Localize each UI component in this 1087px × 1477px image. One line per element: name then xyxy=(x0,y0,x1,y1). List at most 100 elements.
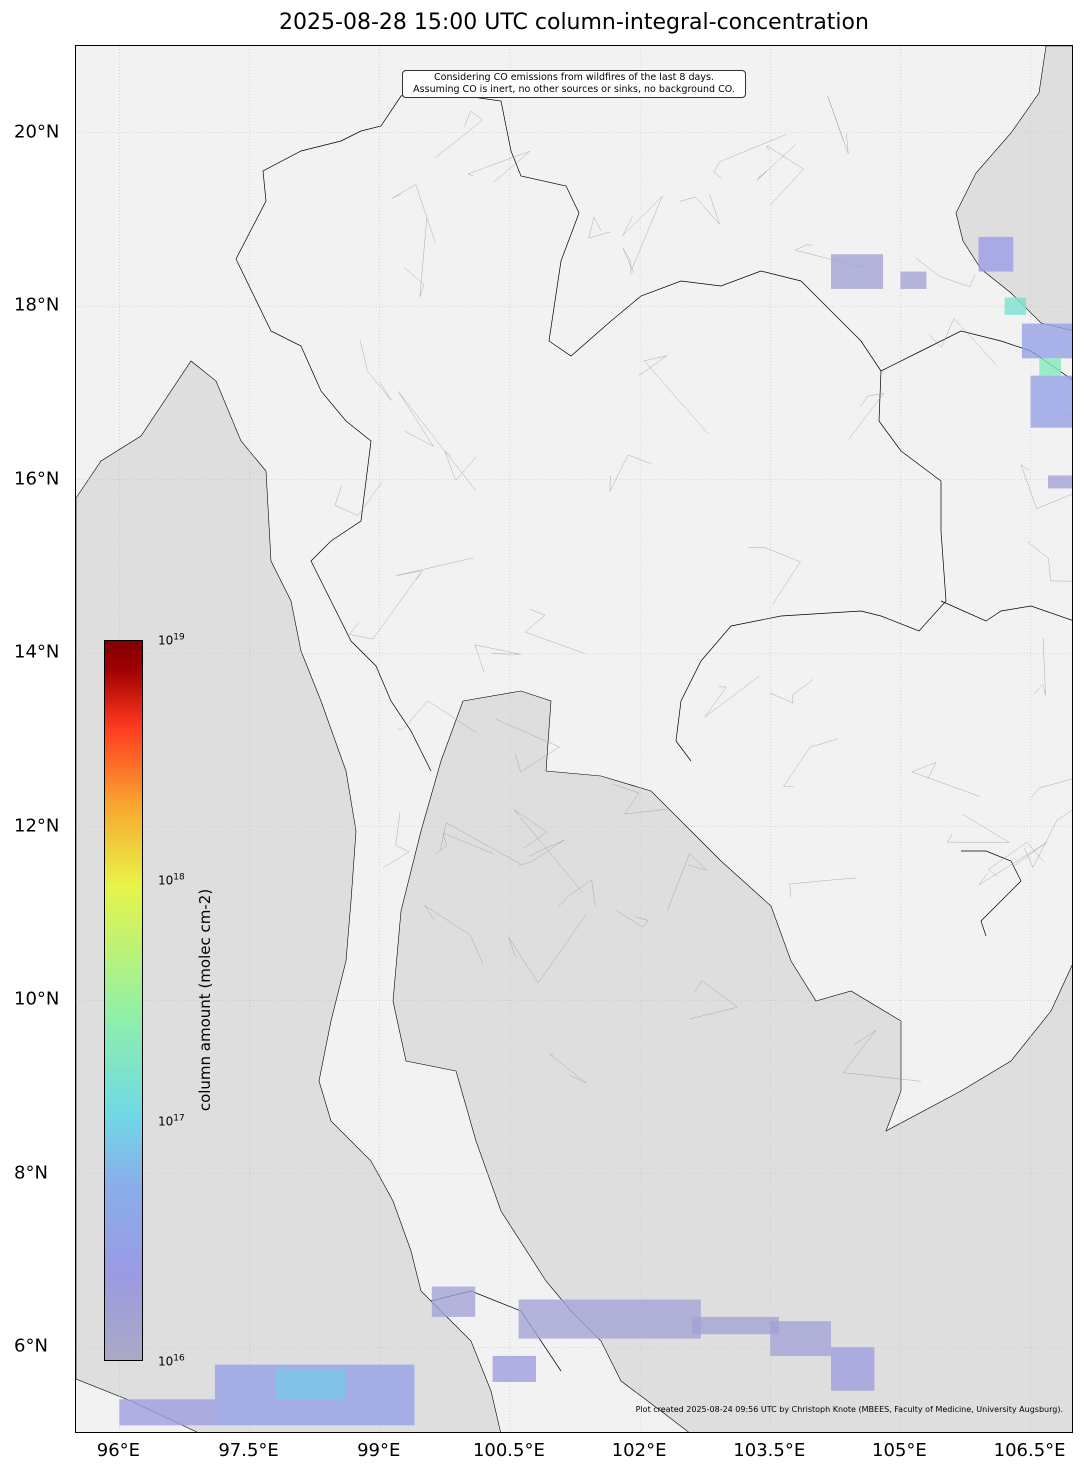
x-tick-label: 99°E xyxy=(357,1440,401,1461)
province-border xyxy=(588,216,611,239)
plot-credit: Plot created 2025-08-24 09:56 UTC by Chr… xyxy=(635,1405,1063,1414)
province-border xyxy=(848,392,885,440)
province-border xyxy=(1030,778,1072,799)
province-border xyxy=(334,481,383,516)
province-border xyxy=(615,910,649,928)
province-border xyxy=(979,842,1047,885)
plume-cell xyxy=(692,1316,779,1335)
colorbar-tick-label: 1017 xyxy=(158,1113,185,1129)
y-tick-label: 16°N xyxy=(14,468,60,490)
country-border xyxy=(961,850,1022,937)
sea-polygon xyxy=(392,690,1072,1432)
province-border xyxy=(513,809,583,893)
province-border xyxy=(667,853,707,911)
province-border xyxy=(756,144,796,181)
province-border xyxy=(397,700,477,733)
y-tick-label: 12°N xyxy=(14,815,60,837)
plume-cell xyxy=(831,1347,875,1391)
province-border xyxy=(398,391,477,491)
province-border xyxy=(789,877,857,897)
province-border xyxy=(915,257,976,287)
province-border xyxy=(508,913,587,984)
province-border xyxy=(843,1030,921,1082)
borders xyxy=(235,90,1072,1372)
province-border xyxy=(424,905,484,964)
map-title: 2025-08-28 15:00 UTC column-integral-con… xyxy=(279,10,869,35)
plume-cell xyxy=(1047,475,1072,489)
province-border xyxy=(769,679,814,704)
country-border xyxy=(235,258,432,772)
plume-cell xyxy=(492,1355,536,1382)
province-border xyxy=(440,822,522,865)
province-border xyxy=(396,557,474,580)
plume-cell xyxy=(1004,297,1027,315)
plume-cell xyxy=(1021,323,1072,359)
y-tick-label: 14°N xyxy=(14,641,60,663)
province-border xyxy=(403,217,428,297)
plume-cell xyxy=(978,236,1014,272)
plume-cell xyxy=(119,1399,215,1426)
province-border xyxy=(827,95,849,154)
plume-cell xyxy=(831,254,884,289)
province-border xyxy=(609,454,653,492)
sea-areas xyxy=(76,46,1072,1432)
province-border xyxy=(383,811,410,868)
province-border xyxy=(638,355,709,434)
province-border xyxy=(679,194,720,225)
x-tick-label: 102°E xyxy=(611,1440,667,1461)
province-border xyxy=(391,184,436,244)
x-tick-label: 97.5°E xyxy=(218,1440,279,1461)
map-area xyxy=(75,45,1073,1433)
plume-cells xyxy=(119,236,1072,1426)
plume-cell xyxy=(275,1368,346,1400)
gridlines xyxy=(76,46,1072,1432)
plume-cell xyxy=(900,271,927,289)
province-border xyxy=(988,841,1044,878)
country-border xyxy=(940,600,1072,622)
province-border xyxy=(435,110,483,158)
province-border xyxy=(359,339,392,401)
colorbar-tick-label: 1016 xyxy=(158,1353,185,1369)
province-border xyxy=(928,318,997,365)
sea-polygon xyxy=(76,360,501,1432)
province-border xyxy=(1020,464,1072,509)
x-tick-label: 103.5°E xyxy=(733,1440,806,1461)
province-border xyxy=(524,608,586,654)
y-tick-label: 10°N xyxy=(14,988,60,1010)
province-border xyxy=(783,738,838,788)
province-border xyxy=(747,547,801,604)
province-border xyxy=(713,134,787,179)
province-border xyxy=(911,762,980,797)
y-tick-label: 20°N xyxy=(14,121,60,143)
country-border xyxy=(235,90,947,762)
colorbar-tick-label: 1019 xyxy=(158,632,185,648)
y-tick-label: 6°N xyxy=(14,1335,48,1357)
plume-cell xyxy=(770,1321,832,1356)
province-border xyxy=(348,572,421,640)
x-tick-label: 96°E xyxy=(96,1440,141,1461)
province-border xyxy=(474,644,521,673)
x-tick-label: 100.5°E xyxy=(472,1440,545,1461)
province-border xyxy=(1026,541,1072,582)
province-border xyxy=(1033,637,1046,696)
x-tick-label: 106.5°E xyxy=(993,1440,1066,1461)
province-border xyxy=(435,832,494,855)
province-border xyxy=(444,451,477,481)
province-border xyxy=(622,196,663,271)
note-line-1: Considering CO emissions from wildfires … xyxy=(434,72,714,83)
province-border xyxy=(1024,810,1072,868)
province-border xyxy=(557,879,596,908)
sea-polygon xyxy=(955,46,1072,331)
x-tick-label: 105°E xyxy=(872,1440,927,1461)
plume-cell xyxy=(1039,358,1061,376)
province-border xyxy=(704,675,760,718)
map-svg xyxy=(76,46,1072,1432)
y-tick-label: 8°N xyxy=(14,1162,48,1184)
colorbar-label: column amount (molec cm-2) xyxy=(196,888,214,1112)
province-border xyxy=(517,840,565,867)
plume-cell xyxy=(1030,375,1072,428)
province-border xyxy=(766,145,804,206)
assumption-note: Considering CO emissions from wildfires … xyxy=(402,70,746,98)
y-tick-label: 18°N xyxy=(14,294,60,316)
